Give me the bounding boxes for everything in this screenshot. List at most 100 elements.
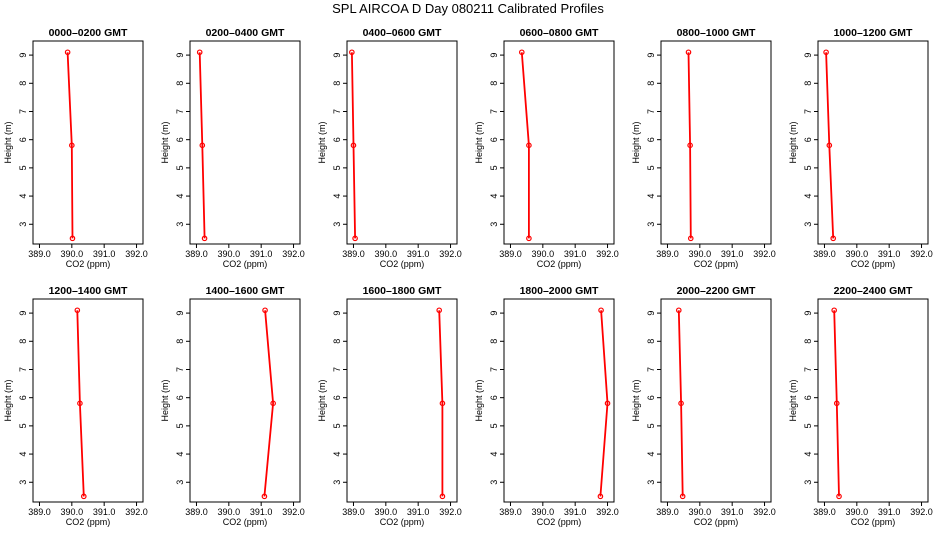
x-axis-label: CO2 (ppm) <box>223 517 268 527</box>
y-tick-label: 7 <box>646 109 656 114</box>
plot-frame <box>346 40 458 245</box>
x-tick-label: 391.0 <box>407 507 430 517</box>
x-axis-label: CO2 (ppm) <box>537 517 582 527</box>
x-tick-label: 390.0 <box>532 507 555 517</box>
y-tick-label: 3 <box>175 222 185 227</box>
y-tick-label: 4 <box>489 452 499 457</box>
y-axis-label: Height (m) <box>474 121 484 163</box>
x-tick-label: 392.0 <box>910 507 933 517</box>
x-tick-label: 391.0 <box>93 249 116 259</box>
profile-panel: 2200–2400 GMT 3 4 5 6 7 8 9 389.0 390.0 391.0 392.0… <box>788 285 933 527</box>
y-tick-label: 4 <box>175 194 185 199</box>
y-tick-label: 6 <box>646 395 656 400</box>
panel-title: 0200–0400 GMT <box>206 27 285 39</box>
y-tick-label: 9 <box>332 311 342 316</box>
profile-point <box>80 493 87 500</box>
profile-panel: 0400–0600 GMT 3 4 5 6 7 8 9 389.0 390.0 391.0 392.0… <box>317 27 462 269</box>
profile-point <box>64 49 71 56</box>
x-axis-label: CO2 (ppm) <box>851 259 896 269</box>
profile-line <box>66 52 74 239</box>
profile-line <box>438 310 444 497</box>
profile-point <box>77 400 83 407</box>
y-tick-label: 4 <box>18 452 28 457</box>
y-axis-label: Height (m) <box>317 121 327 163</box>
x-tick-label: 390.0 <box>61 507 84 517</box>
y-tick-label: 4 <box>646 194 656 199</box>
x-tick-label: 391.0 <box>407 249 430 259</box>
y-tick-label: 5 <box>175 423 185 428</box>
y-tick-label: 3 <box>803 480 813 485</box>
y-axis-label: Height (m) <box>160 121 170 163</box>
y-tick-label: 3 <box>489 480 499 485</box>
y-tick-label: 9 <box>803 311 813 316</box>
y-tick-label: 6 <box>489 137 499 142</box>
x-tick-label: 389.0 <box>499 507 522 517</box>
x-tick-label: 392.0 <box>125 249 148 259</box>
x-axis-label: CO2 (ppm) <box>66 517 111 527</box>
x-axis-label: CO2 (ppm) <box>223 259 268 269</box>
y-tick-label: 5 <box>489 423 499 428</box>
profile-panel: 0000–0200 GMT 3 4 5 6 7 8 9 389.0 390.0 391.0 392.0… <box>3 27 148 269</box>
profile-point <box>199 142 206 149</box>
y-tick-label: 9 <box>175 311 185 316</box>
y-tick-label: 6 <box>332 137 342 142</box>
x-tick-label: 391.0 <box>564 249 587 259</box>
profile-point <box>836 493 842 500</box>
x-tick-label: 390.0 <box>218 507 241 517</box>
y-tick-label: 9 <box>803 53 813 58</box>
x-tick-label: 392.0 <box>596 507 619 517</box>
y-axis-label: Height (m) <box>631 379 641 421</box>
y-tick-label: 5 <box>332 165 342 170</box>
panel-title: 0600–0800 GMT <box>520 27 599 39</box>
y-axis-label: Height (m) <box>317 379 327 421</box>
profile-point <box>830 235 837 242</box>
panel-title: 2200–2400 GMT <box>834 285 913 297</box>
x-tick-label: 389.0 <box>28 507 51 517</box>
y-axis-label: Height (m) <box>788 379 798 421</box>
y-tick-label: 5 <box>489 165 499 170</box>
y-tick-label: 9 <box>332 53 342 58</box>
plot-frame <box>189 40 301 245</box>
y-axis-label: Height (m) <box>160 379 170 421</box>
profile-line <box>599 310 609 497</box>
profile-point <box>439 400 446 407</box>
y-tick-label: 6 <box>332 395 342 400</box>
y-tick-label: 8 <box>803 339 813 344</box>
y-tick-label: 4 <box>18 194 28 199</box>
y-tick-label: 5 <box>803 165 813 170</box>
profile-point <box>687 235 694 242</box>
x-tick-label: 389.0 <box>499 249 522 259</box>
y-axis-label: Height (m) <box>3 379 13 421</box>
profile-point <box>675 307 682 314</box>
x-axis-label: CO2 (ppm) <box>380 517 425 527</box>
x-tick-label: 390.0 <box>689 507 712 517</box>
x-tick-label: 392.0 <box>282 249 305 259</box>
y-tick-label: 6 <box>489 395 499 400</box>
x-tick-label: 390.0 <box>846 249 869 259</box>
x-tick-label: 392.0 <box>753 249 776 259</box>
y-tick-label: 7 <box>803 367 813 372</box>
profile-panel: 1400–1600 GMT 3 4 5 6 7 8 9 389.0 390.0 391.0 392.0… <box>160 285 305 527</box>
y-tick-label: 8 <box>175 81 185 86</box>
y-tick-label: 7 <box>18 109 28 114</box>
x-axis-label: CO2 (ppm) <box>380 259 425 269</box>
plot-frame <box>660 40 772 245</box>
y-tick-label: 8 <box>332 339 342 344</box>
plot-frame <box>817 40 929 245</box>
profile-point <box>685 49 692 56</box>
y-tick-label: 6 <box>646 137 656 142</box>
plot-frame <box>346 298 458 503</box>
x-tick-label: 390.0 <box>61 249 84 259</box>
plot-frame <box>32 40 144 245</box>
y-tick-label: 7 <box>332 109 342 114</box>
y-axis-label: Height (m) <box>631 121 641 163</box>
profile-point <box>597 493 604 500</box>
y-tick-label: 4 <box>646 452 656 457</box>
x-tick-label: 389.0 <box>813 507 836 517</box>
x-tick-label: 390.0 <box>375 249 398 259</box>
profile-point <box>196 49 203 56</box>
y-tick-label: 9 <box>175 53 185 58</box>
profile-line <box>198 52 206 239</box>
profile-point <box>74 307 81 314</box>
